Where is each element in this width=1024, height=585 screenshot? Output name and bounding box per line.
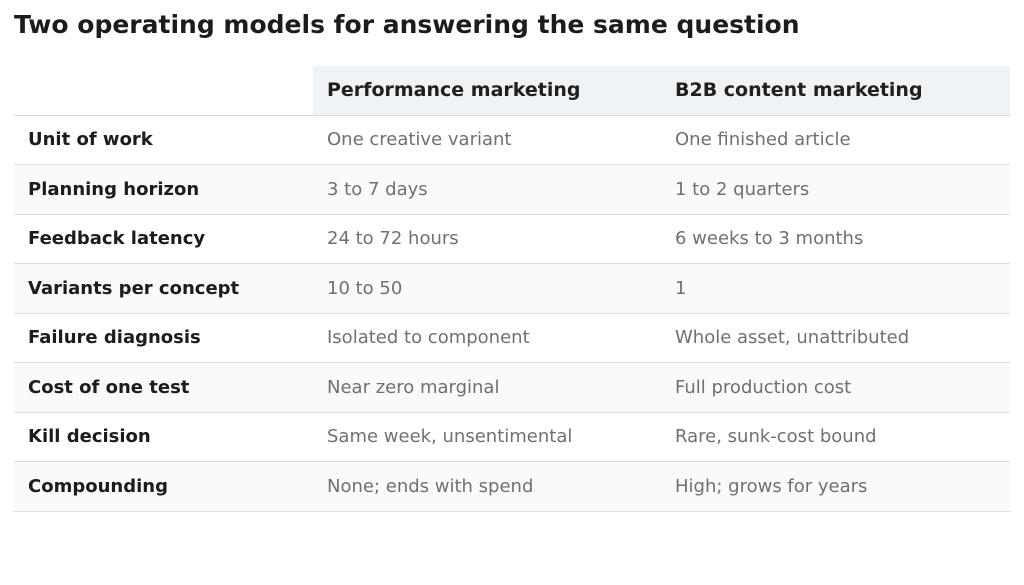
row-label: Compounding (14, 461, 313, 512)
table-row: Unit of work One creative variant One fi… (14, 115, 1010, 165)
page-title: Two operating models for answering the s… (14, 10, 800, 39)
table-row: Kill decision Same week, unsentimental R… (14, 412, 1010, 462)
performance-cell: One creative variant (313, 115, 661, 165)
table-row: Compounding None; ends with spend High; … (14, 461, 1010, 512)
table-row: Planning horizon 3 to 7 days 1 to 2 quar… (14, 164, 1010, 215)
table-body: Unit of work One creative variant One fi… (14, 115, 1010, 512)
performance-cell: 10 to 50 (313, 263, 661, 314)
column-header-performance: Performance marketing (313, 66, 661, 116)
b2b-cell: High; grows for years (661, 461, 1010, 512)
b2b-cell: 6 weeks to 3 months (661, 214, 1010, 264)
performance-cell: 3 to 7 days (313, 164, 661, 215)
b2b-cell: One finished article (661, 115, 1010, 165)
row-label: Unit of work (14, 115, 313, 165)
header-corner-cell (14, 66, 313, 116)
performance-cell: Same week, unsentimental (313, 412, 661, 462)
table-header: Performance marketing B2B content market… (14, 66, 1010, 116)
b2b-cell: Rare, sunk-cost bound (661, 412, 1010, 462)
table-row: Variants per concept 10 to 50 1 (14, 263, 1010, 314)
row-label: Feedback latency (14, 214, 313, 264)
b2b-cell: 1 (661, 263, 1010, 314)
b2b-cell: Whole asset, unattributed (661, 313, 1010, 363)
b2b-cell: Full production cost (661, 362, 1010, 413)
table-row: Cost of one test Near zero marginal Full… (14, 362, 1010, 413)
performance-cell: Near zero marginal (313, 362, 661, 413)
row-label: Variants per concept (14, 263, 313, 314)
table-row: Failure diagnosis Isolated to component … (14, 313, 1010, 363)
performance-cell: Isolated to component (313, 313, 661, 363)
row-label: Cost of one test (14, 362, 313, 413)
header-row: Performance marketing B2B content market… (14, 66, 1010, 116)
b2b-cell: 1 to 2 quarters (661, 164, 1010, 215)
row-label: Failure diagnosis (14, 313, 313, 363)
column-header-b2b: B2B content marketing (661, 66, 1010, 116)
row-label: Planning horizon (14, 164, 313, 215)
performance-cell: None; ends with spend (313, 461, 661, 512)
performance-cell: 24 to 72 hours (313, 214, 661, 264)
table-row: Feedback latency 24 to 72 hours 6 weeks … (14, 214, 1010, 264)
row-label: Kill decision (14, 412, 313, 462)
comparison-table: Performance marketing B2B content market… (14, 66, 1010, 512)
